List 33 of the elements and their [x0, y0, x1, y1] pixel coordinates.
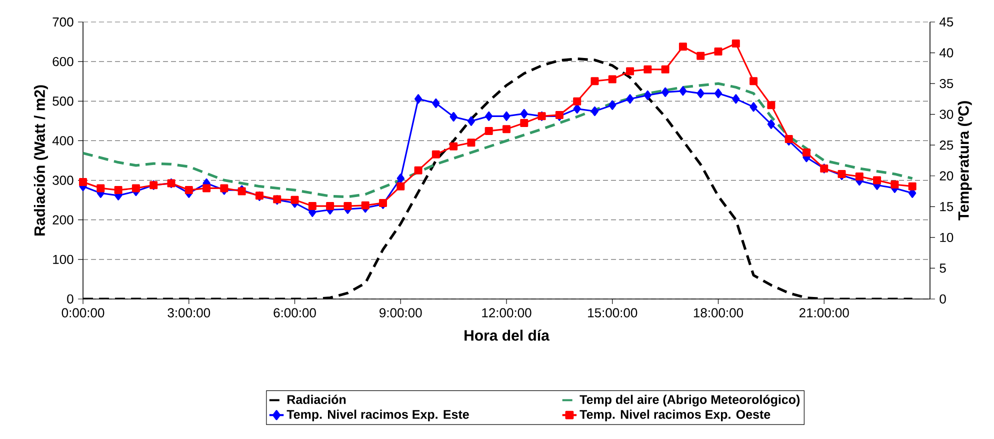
y2-tick-label: 45 [939, 17, 954, 27]
y2-tick-label: 35 [940, 78, 954, 88]
legend-label: Temp. Nivel racimos Exp. Este [286, 410, 469, 422]
legend-label: Radiación [287, 394, 346, 404]
y-tick-label: 700 [52, 17, 74, 27]
legend-label: Temp del aire (Abrigo Meteorológico) [580, 394, 800, 407]
y-tick-label: 0 [67, 294, 74, 304]
x-axis-title: Hora del día [464, 330, 550, 341]
legend-label: Temp. Nivel racimos Exp. Oeste [580, 410, 770, 422]
y2-tick-label: 40 [939, 48, 954, 58]
x-tick-label: 9:00:00 [380, 308, 422, 318]
y2-axis-title: Temperatura (ºC) [958, 101, 972, 220]
x-tick-label: 6:00:00 [274, 308, 316, 318]
x-tick-label: 0:00:00 [62, 308, 104, 318]
y2-tick-label: 25 [940, 140, 954, 150]
y-axis-title: Radiación (Watt / m2) [34, 85, 48, 236]
y-tick-label: 400 [52, 136, 74, 146]
x-tick-label: 12:00:00 [482, 308, 532, 318]
y-tick-label: 600 [52, 56, 74, 66]
x-tick-label: 18:00:00 [694, 308, 744, 318]
y-tick-label: 200 [52, 215, 74, 224]
x-tick-label: 15:00:00 [588, 308, 638, 318]
x-tick-label: 3:00:00 [168, 308, 210, 318]
y-tick-label: 100 [53, 254, 74, 264]
x-tick-label: 21:00:00 [799, 308, 849, 318]
y2-tick-label: 5 [940, 264, 946, 273]
y2-tick-label: 20 [940, 171, 954, 180]
y2-tick-label: 10 [940, 232, 954, 242]
y2-tick-label: 0 [940, 294, 946, 304]
y-tick-label: 300 [52, 176, 74, 185]
y2-tick-label: 15 [940, 202, 954, 212]
y2-tick-label: 30 [940, 110, 954, 119]
y-tick-label: 500 [52, 96, 74, 106]
